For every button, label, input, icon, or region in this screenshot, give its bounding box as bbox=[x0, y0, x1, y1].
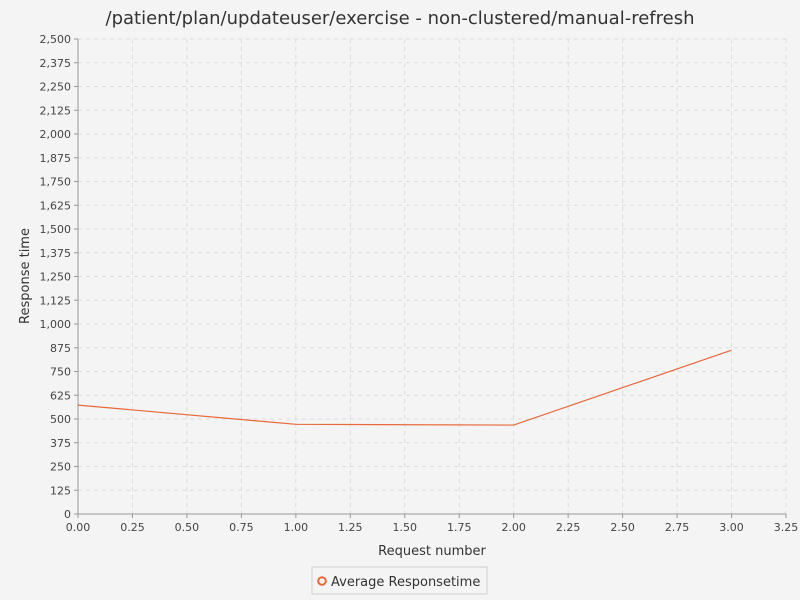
series-layer bbox=[77, 349, 732, 426]
x-tick-label: 1.00 bbox=[284, 521, 309, 534]
x-tick-label: 0.00 bbox=[66, 521, 91, 534]
x-tick-label: 2.00 bbox=[501, 521, 526, 534]
legend-label: Average Responsetime bbox=[331, 575, 480, 590]
x-tick-label: 3.25 bbox=[774, 521, 799, 534]
x-tick-label: 1.25 bbox=[338, 521, 363, 534]
y-tick-label: 1,000 bbox=[40, 318, 72, 331]
y-tick-label: 2,000 bbox=[40, 128, 72, 141]
x-tick-label: 2.50 bbox=[610, 521, 635, 534]
x-tick-label: 0.75 bbox=[229, 521, 254, 534]
chart-title: /patient/plan/updateuser/exercise - non-… bbox=[106, 8, 695, 29]
x-axis-label: Request number bbox=[378, 544, 486, 559]
y-tick-label: 875 bbox=[50, 342, 71, 355]
x-tick-label: 1.50 bbox=[393, 521, 418, 534]
axes: 0 125 250 375 500 625 750 875 1,000 1,125 1,250 1,3… bbox=[40, 33, 799, 534]
y-tick-label: 0 bbox=[64, 508, 71, 521]
legend-marker-icon bbox=[317, 576, 327, 586]
y-tick-label: 625 bbox=[50, 389, 71, 402]
y-tick-label: 1,750 bbox=[40, 176, 72, 189]
y-tick-label: 125 bbox=[50, 484, 71, 497]
y-tick-label: 2,500 bbox=[40, 33, 72, 46]
y-tick-label: 1,875 bbox=[40, 152, 72, 165]
legend-box bbox=[311, 566, 488, 595]
y-tick-label: 250 bbox=[50, 461, 71, 474]
y-tick-label: 750 bbox=[50, 366, 71, 379]
series-line bbox=[77, 349, 732, 426]
x-tick-label: 1.75 bbox=[447, 521, 472, 534]
y-tick-label: 2,125 bbox=[40, 104, 72, 117]
x-tick-label: 3.00 bbox=[719, 521, 744, 534]
x-tick-label: 0.25 bbox=[120, 521, 145, 534]
y-tick-label: 1,500 bbox=[40, 223, 72, 236]
y-tick-label: 2,250 bbox=[40, 81, 72, 94]
legend: Average Responsetime bbox=[311, 566, 488, 595]
y-tick-label: 500 bbox=[50, 413, 71, 426]
y-tick-label: 1,375 bbox=[40, 247, 72, 260]
x-tick-label: 0.50 bbox=[175, 521, 200, 534]
x-tick-label: 2.25 bbox=[556, 521, 581, 534]
y-tick-label: 2,375 bbox=[40, 57, 72, 70]
y-tick-label: 375 bbox=[50, 437, 71, 450]
y-tick-label: 1,125 bbox=[40, 294, 72, 307]
grid bbox=[77, 38, 787, 515]
y-axis-label: Response time bbox=[18, 228, 33, 324]
x-tick-label: 2.75 bbox=[665, 521, 690, 534]
y-tick-label: 1,625 bbox=[40, 199, 72, 212]
y-tick-label: 1,250 bbox=[40, 271, 72, 284]
